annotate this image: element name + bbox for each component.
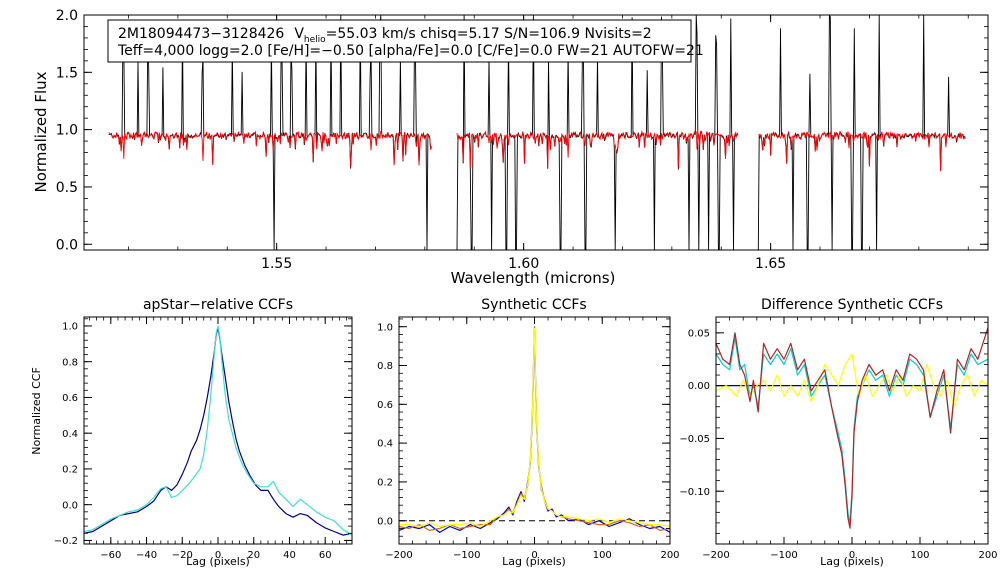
synthetic-ccf-title: Synthetic CCFs (481, 297, 586, 313)
x-tick-label: 200 (978, 550, 997, 561)
synthetic-ccf-axes: −200 −100 0 100 200 0.0 0.2 0.4 0.6 0.8 1.0 (377, 317, 680, 561)
apstar-ccf-y-axis-label: Normalized CCF (30, 367, 43, 455)
spectrum-info-box: 2M18094473−3128426 Vhelio=55.03 km/s chis… (107, 19, 704, 63)
series-line-best-fit-model (758, 130, 966, 172)
apstar-ccf-panel: −60 −40 −20 0 20 40 60 −0.2 0.0 0.2 0.4 0.6 0.8 1.0 a… (30, 297, 353, 568)
x-tick-label: 20 (247, 550, 260, 561)
series-line-best-fit-model (108, 130, 432, 168)
y-tick-label: 0.2 (377, 478, 393, 489)
y-tick-label: 0.5 (56, 180, 78, 196)
y-tick-label: 0.4 (62, 429, 78, 440)
series-line-combined (399, 328, 671, 528)
spectrum-axes: 1.55 1.60 1.65 0.0 0.5 1.0 1.5 2.0 (56, 8, 988, 272)
velocity-stats: =55.03 km/s chisq=5.17 S/N=106.9 Nvisits… (326, 26, 652, 42)
difference-ccf-data-layer (715, 327, 989, 529)
y-tick-label: 2.0 (56, 8, 78, 24)
velocity-subscript: helio (304, 35, 326, 45)
y-tick-label: 0.8 (377, 361, 393, 372)
y-tick-label: 0.05 (688, 328, 710, 339)
series-line-combined (715, 327, 989, 529)
spectrum-y-axis-label: Normalized Flux (32, 71, 50, 192)
y-tick-label: −0.05 (679, 434, 710, 445)
x-tick-label: 100 (910, 550, 929, 561)
spectrum-panel: 1.55 1.60 1.65 0.0 0.5 1.0 1.5 2.0 Wavelength (… (32, 8, 989, 287)
y-tick-label: 0.4 (377, 439, 393, 450)
info-box-frame (107, 19, 692, 63)
y-tick-label: 1.0 (56, 123, 78, 139)
difference-ccf-panel: −200 −100 0 100 200 −0.10 −0.05 0.00 0.05 Differ… (679, 297, 997, 568)
y-tick-label: 0.0 (56, 237, 78, 253)
synthetic-ccf-panel: −200 −100 0 100 200 0.0 0.2 0.4 0.6 0.8 1.0 Synthe… (377, 297, 679, 568)
y-tick-label: 0.2 (62, 465, 78, 476)
x-tick-label: 200 (660, 550, 679, 561)
apstar-ccf-title: apStar−relative CCFs (143, 297, 293, 313)
y-tick-label: −0.10 (679, 487, 710, 498)
y-tick-label: −0.2 (54, 536, 78, 547)
x-tick-label: −100 (770, 550, 797, 561)
series-line-visit-2 (715, 353, 989, 408)
velocity-label: V (294, 26, 304, 42)
difference-ccf-axes: −200 −100 0 100 200 −0.10 −0.05 0.00 0.05 (679, 317, 998, 561)
x-tick-label: 100 (593, 550, 612, 561)
y-tick-label: 1.0 (62, 322, 78, 333)
apstar-ccf-data-layer (83, 325, 353, 536)
x-tick-label: 40 (283, 550, 296, 561)
x-tick-label: 1.65 (755, 256, 786, 272)
star-id: 2M18094473−3128426 (118, 26, 284, 42)
x-tick-label: −200 (702, 550, 729, 561)
x-tick-label: −40 (136, 550, 157, 561)
x-tick-label: 0 (849, 550, 855, 561)
y-tick-label: 0.8 (62, 357, 78, 368)
x-tick-label: 1.55 (261, 256, 292, 272)
x-tick-label: 1.60 (508, 256, 539, 272)
apstar-ccf-x-axis-label: Lag (pixels) (186, 555, 250, 568)
y-tick-label: 1.5 (56, 65, 78, 81)
synthetic-ccf-data-layer (398, 326, 671, 534)
x-tick-label: 0 (531, 550, 537, 561)
spectrum-axes-frame (83, 14, 989, 251)
y-tick-label: 0.6 (377, 400, 393, 411)
series-line-visit (83, 325, 353, 536)
difference-ccf-x-axis-label: Lag (pixels) (820, 555, 884, 568)
info-box-line-2: Teff=4,000 logg=2.0 [Fe/H]=−0.50 [alpha/… (117, 43, 704, 59)
y-tick-label: 0.0 (62, 500, 78, 511)
spectrum-x-axis-label: Wavelength (microns) (451, 269, 616, 287)
x-tick-label: −20 (172, 550, 193, 561)
y-tick-label: 0.0 (377, 516, 393, 527)
y-tick-label: 0.00 (688, 381, 710, 392)
x-tick-label: 0 (215, 550, 221, 561)
synthetic-ccf-x-axis-label: Lag (pixels) (502, 555, 566, 568)
x-tick-label: 60 (319, 550, 332, 561)
x-tick-label: −100 (453, 550, 480, 561)
x-tick-label: −60 (100, 550, 121, 561)
y-tick-label: 0.6 (62, 393, 78, 404)
difference-ccf-title: Difference Synthetic CCFs (761, 297, 943, 313)
apstar-ccf-axes: −60 −40 −20 0 20 40 60 −0.2 0.0 0.2 0.4 0.6 0.8 1.0 (54, 317, 352, 561)
x-tick-label: −200 (385, 550, 412, 561)
series-line-best-fit-model (456, 130, 739, 169)
y-tick-label: 1.0 (377, 322, 393, 333)
info-box-line-1: 2M18094473−3128426 Vhelio=55.03 km/s chis… (118, 26, 652, 45)
